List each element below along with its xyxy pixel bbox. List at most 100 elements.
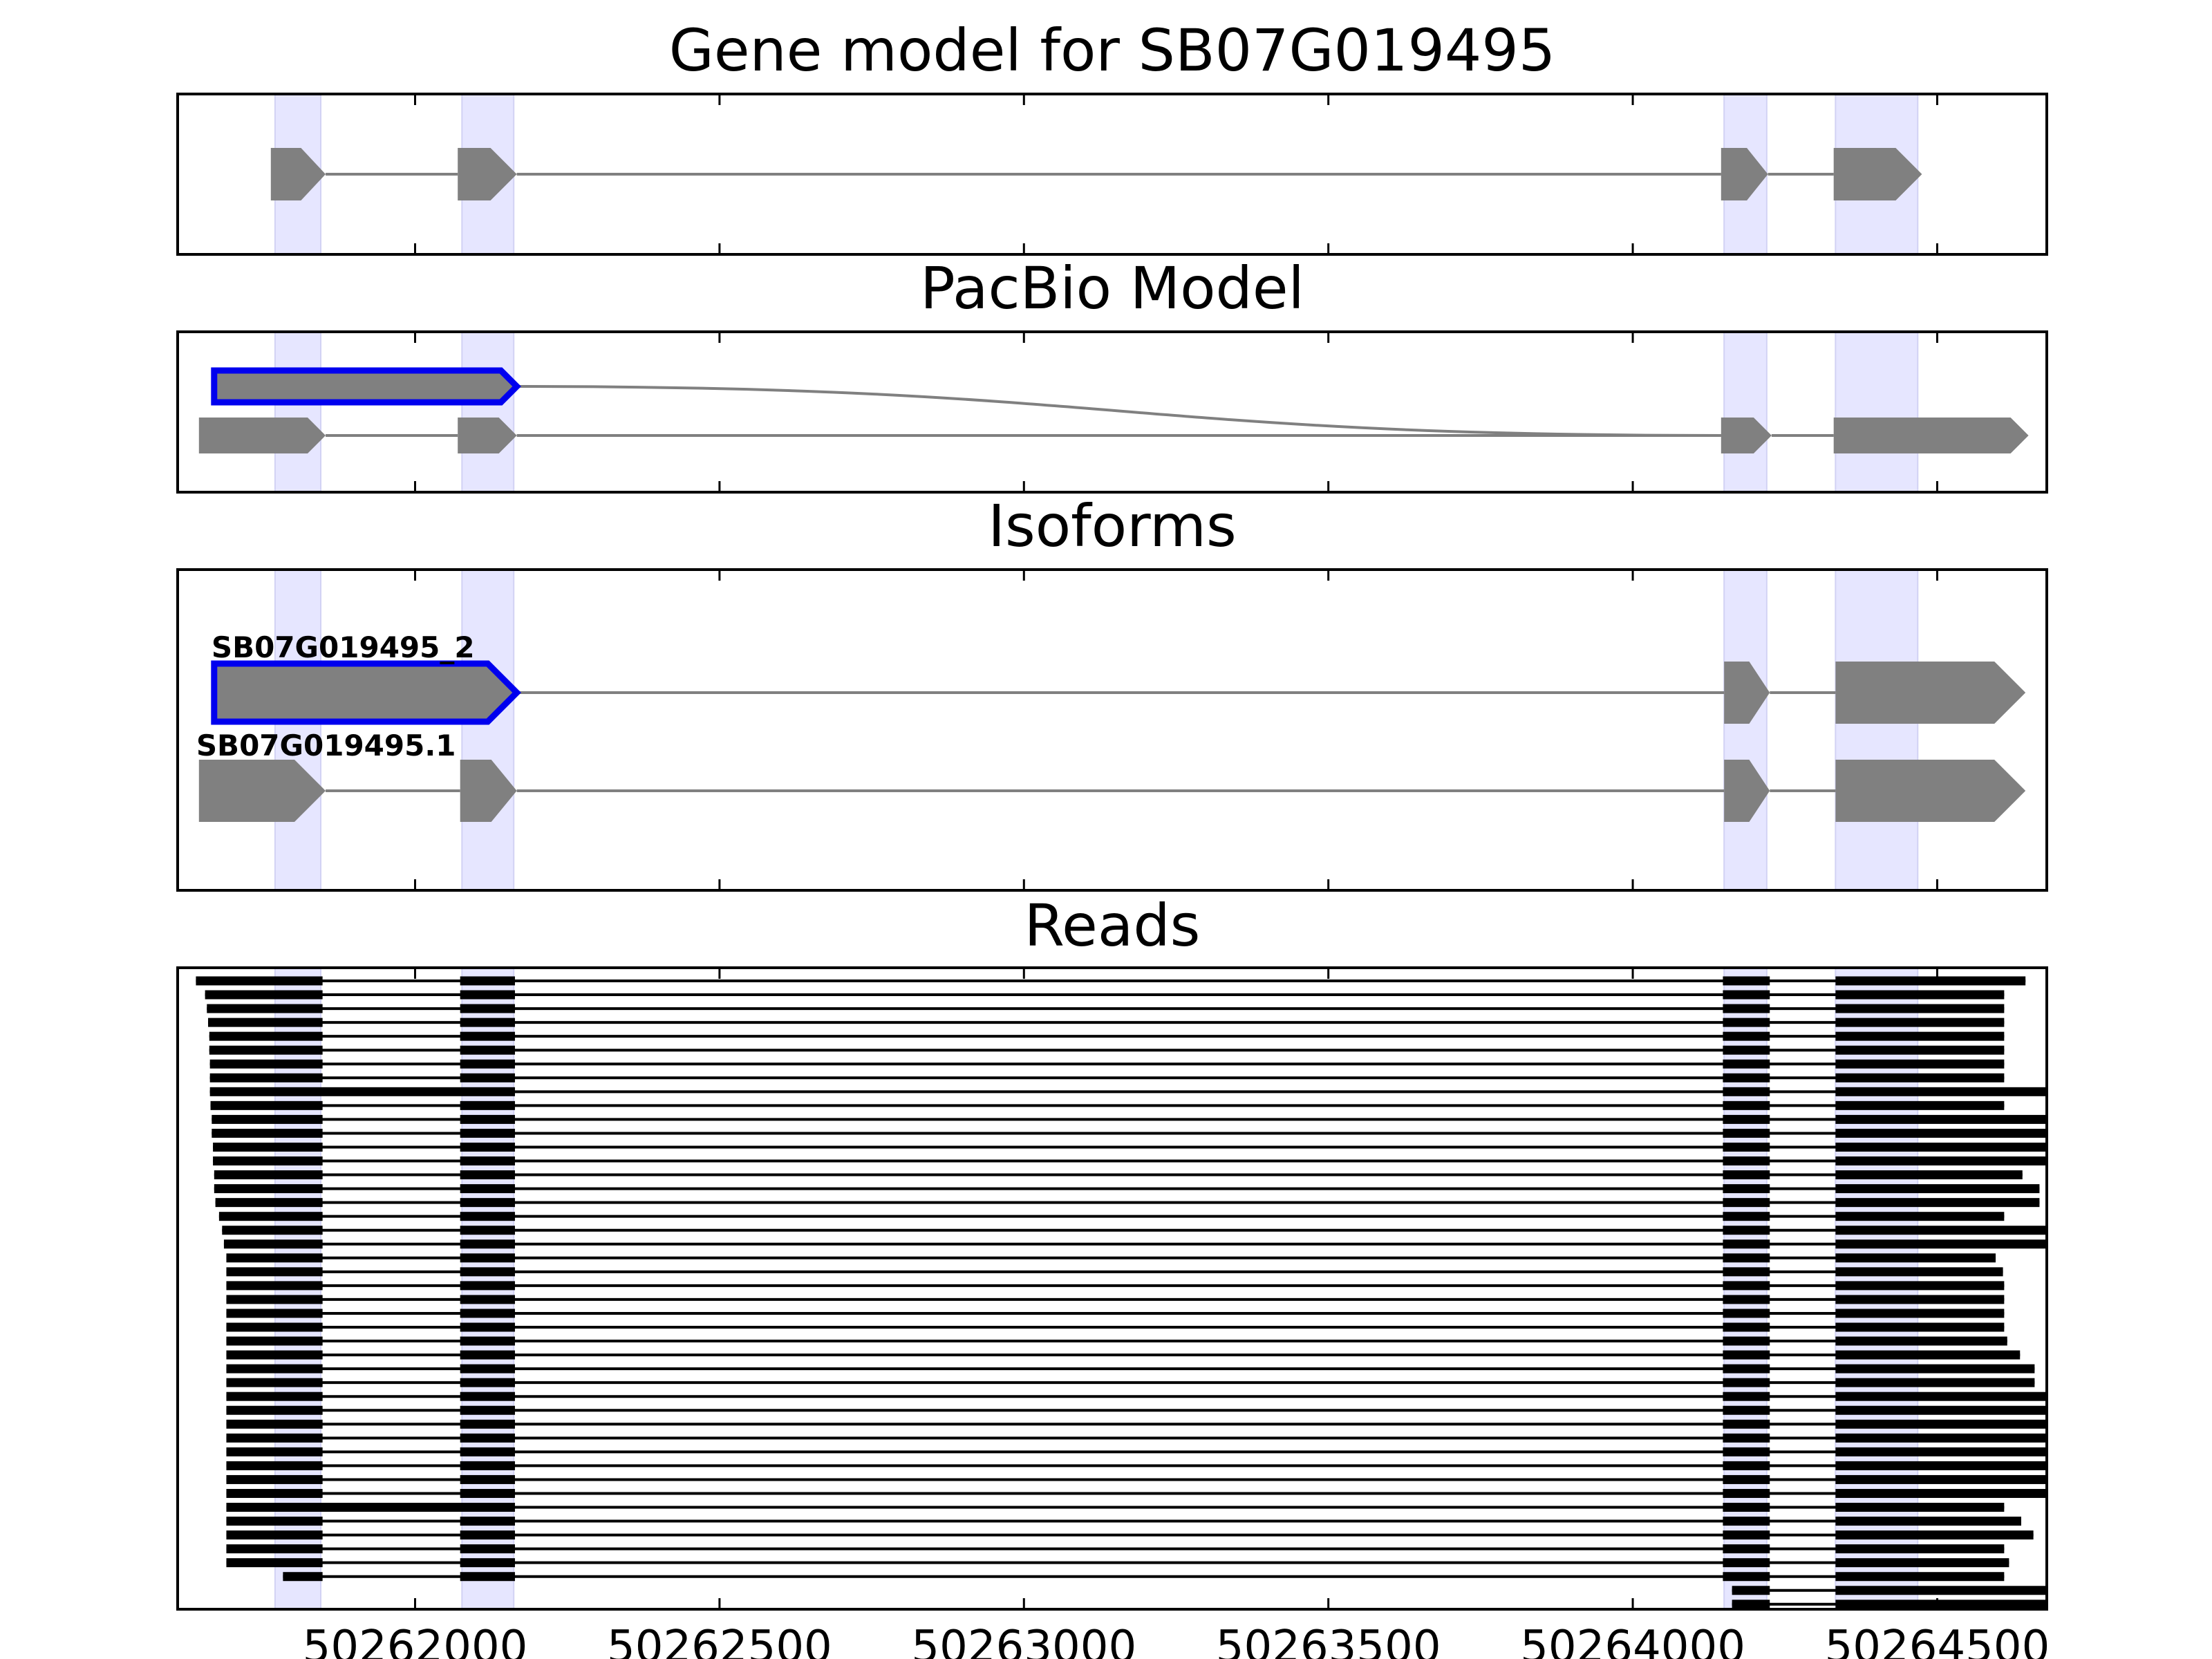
read-block	[460, 1350, 515, 1360]
read	[226, 1391, 2047, 1401]
read-block	[1835, 1073, 2005, 1082]
read-block	[1835, 1530, 2034, 1540]
read-block	[1835, 1405, 2047, 1415]
read-block	[460, 1378, 515, 1387]
isoform-label: SB07G019495_2	[212, 630, 475, 664]
read-block	[1723, 1073, 1770, 1082]
track-1	[211, 367, 1721, 437]
read-block	[1732, 1600, 1770, 1609]
exon-highlight-band	[1835, 332, 1919, 492]
read-block	[1835, 1212, 2005, 1221]
panel-gene-model: Gene model for SB07G019495	[176, 17, 2048, 256]
read-block	[1723, 1295, 1770, 1304]
read	[226, 1295, 2005, 1304]
read-block	[1723, 1447, 1770, 1456]
read-block	[460, 1461, 515, 1470]
read	[213, 1156, 2047, 1166]
read-block	[205, 990, 323, 1000]
read-block	[1723, 1378, 1770, 1387]
splice-curve	[516, 385, 1721, 437]
read	[226, 1461, 2047, 1470]
track-2	[198, 760, 2026, 822]
read-block	[214, 1184, 323, 1194]
read-block	[1723, 1405, 1770, 1415]
read-block	[1723, 1128, 1770, 1138]
read-block	[226, 1517, 323, 1526]
read-block	[1835, 1461, 2047, 1470]
read-block	[460, 1336, 515, 1346]
read-block	[1835, 1045, 2005, 1055]
read-block	[226, 1405, 323, 1415]
read-block	[460, 1045, 515, 1055]
axes-frame	[176, 330, 2048, 494]
read-block	[1723, 1170, 1770, 1180]
read-block	[226, 1391, 323, 1401]
read	[207, 1004, 2005, 1013]
read-block	[212, 1128, 323, 1138]
read-block	[1835, 1391, 2047, 1401]
read-block	[1835, 1419, 2047, 1429]
read-block	[226, 1295, 323, 1304]
read-block	[1835, 1253, 1996, 1263]
axes-frame	[176, 568, 2048, 892]
read-block	[460, 976, 515, 986]
read-block	[1723, 1419, 1770, 1429]
read-block	[1835, 1198, 2040, 1208]
read-block	[223, 1239, 323, 1249]
read-block	[460, 1572, 515, 1582]
exon-highlight-band	[1723, 332, 1768, 492]
read	[226, 1558, 2009, 1568]
exon-highlight-band	[461, 332, 515, 492]
read	[223, 1239, 2047, 1249]
read-block	[1723, 1212, 1770, 1221]
track-2	[198, 418, 2029, 453]
read-block	[1835, 1100, 2005, 1110]
read-block	[1835, 1544, 2005, 1554]
track-1	[270, 148, 1922, 200]
read	[226, 1433, 2047, 1443]
read-block	[1835, 1156, 2047, 1166]
read-block	[1723, 1253, 1770, 1263]
read-block	[460, 1433, 515, 1443]
read-block	[1723, 1503, 1770, 1512]
read-block	[460, 1128, 515, 1138]
read-block	[1723, 1267, 1770, 1277]
exon-highlight-band	[274, 570, 321, 890]
read-block	[283, 1572, 323, 1582]
read	[196, 976, 2026, 986]
read-block	[1723, 1364, 1770, 1374]
read-block	[226, 1378, 323, 1387]
read	[213, 1142, 2047, 1152]
read-block	[460, 1226, 515, 1235]
exon-selected	[211, 660, 521, 725]
panel-reads: 50262000 50262500 50263000 50263500 50264000…	[176, 892, 2050, 1659]
read-block	[1723, 1100, 1770, 1110]
exon-highlight-band	[274, 332, 321, 492]
read-block	[460, 1267, 515, 1277]
read-block	[226, 1309, 323, 1318]
read-block	[1835, 1031, 2005, 1041]
read-block	[209, 1073, 323, 1082]
panel-isoforms: SB07G019495_2 SB07G019495.1 Isoforms	[176, 492, 2048, 892]
read-block	[208, 1018, 323, 1027]
read-block	[1835, 990, 2005, 1000]
read-block	[1723, 1059, 1770, 1069]
read-block	[460, 1544, 515, 1554]
read-block	[1835, 1128, 2047, 1138]
read-block	[460, 1114, 515, 1124]
exon	[1835, 662, 2026, 724]
x-tick-label: 50264500	[1825, 1622, 2050, 1659]
plot-area	[198, 332, 2029, 492]
read-block	[1723, 976, 1770, 986]
read-block	[1835, 1503, 2005, 1512]
read-block	[460, 1295, 515, 1304]
read-block	[214, 1170, 323, 1180]
read-block	[1732, 1586, 1770, 1595]
read-block	[226, 1488, 323, 1498]
read-block	[1835, 1364, 2035, 1374]
read-block	[1723, 1558, 1770, 1568]
read	[209, 1031, 2005, 1041]
read	[215, 1198, 2040, 1208]
read-block	[1723, 1198, 1770, 1208]
axes-frame	[176, 93, 2048, 256]
